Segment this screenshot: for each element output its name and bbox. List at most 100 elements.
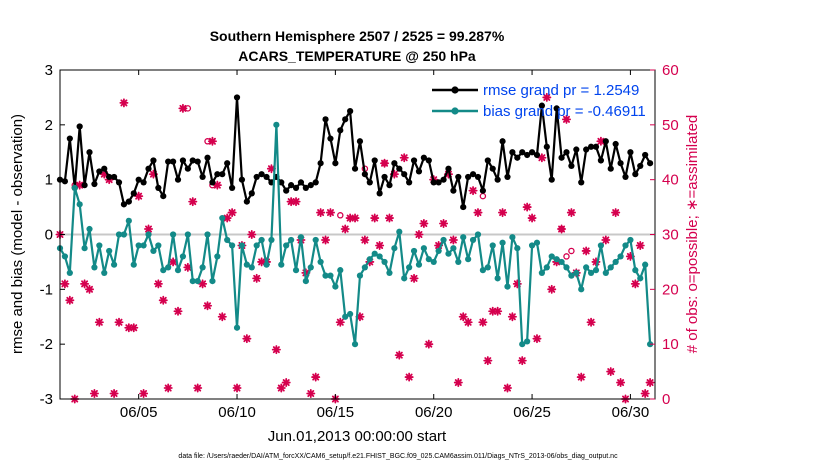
obs-assimilated-marker bbox=[232, 383, 242, 393]
x-tick-label: 06/20 bbox=[415, 404, 453, 421]
obs-assimilated-marker bbox=[252, 273, 262, 283]
bias-point bbox=[583, 264, 590, 271]
rmse-point bbox=[469, 171, 477, 178]
rmse-point bbox=[174, 176, 182, 183]
obs-assimilated-marker bbox=[124, 323, 134, 333]
bias-point bbox=[632, 267, 639, 274]
obs-assimilated-marker bbox=[576, 372, 586, 382]
bias-point bbox=[386, 269, 393, 276]
bias-point bbox=[214, 253, 221, 260]
bias-point bbox=[410, 247, 418, 255]
obs-assimilated-marker bbox=[561, 114, 571, 124]
rmse-point bbox=[524, 151, 531, 159]
obs-assimilated-marker bbox=[276, 383, 286, 393]
rmse-point bbox=[120, 201, 128, 208]
rmse-point bbox=[238, 176, 246, 183]
rmse-point bbox=[76, 123, 83, 130]
obs-assimilated-marker bbox=[114, 317, 124, 327]
obs-assimilated-marker bbox=[453, 378, 463, 388]
rmse-point bbox=[602, 138, 609, 145]
obs-assimilated-marker bbox=[173, 306, 183, 316]
obs-assimilated-marker bbox=[360, 235, 370, 245]
bias-point bbox=[312, 236, 319, 244]
bias-point bbox=[509, 234, 516, 241]
y-right-tick-label: 50 bbox=[662, 117, 679, 134]
rmse-point bbox=[612, 140, 619, 148]
bias-point bbox=[519, 341, 526, 348]
rmse-point bbox=[199, 173, 206, 181]
bias-point bbox=[642, 261, 649, 268]
bias-point bbox=[169, 231, 177, 238]
bias-point bbox=[238, 242, 246, 249]
obs-possible-marker bbox=[337, 212, 344, 219]
rmse-point bbox=[179, 157, 187, 164]
bias-point bbox=[602, 269, 609, 276]
bias-point bbox=[435, 247, 442, 255]
rmse-point bbox=[248, 190, 255, 197]
y-tick-label: -3 bbox=[40, 391, 53, 408]
y-axis-label: rmse and bias (model - observation) bbox=[9, 114, 26, 354]
x-tick-label: 06/25 bbox=[513, 404, 551, 421]
bias-point bbox=[587, 269, 595, 276]
bias-point bbox=[347, 310, 354, 318]
obs-assimilated-marker bbox=[306, 389, 316, 399]
legend: rmse grand pr = 1.2549 bias grand pr = -… bbox=[432, 82, 646, 120]
rmse-point bbox=[430, 179, 437, 186]
rmse-point bbox=[219, 171, 226, 178]
bias-point bbox=[288, 236, 295, 244]
bias-point bbox=[135, 242, 142, 249]
bias-point bbox=[366, 256, 373, 263]
rmse-point bbox=[528, 149, 536, 156]
y-tick-label: 0 bbox=[45, 227, 53, 244]
bias-point bbox=[101, 269, 108, 276]
bias-point bbox=[622, 242, 629, 249]
bias-point bbox=[199, 264, 206, 271]
rmse-point bbox=[135, 176, 142, 183]
rmse-point bbox=[637, 162, 644, 170]
rmse-point bbox=[204, 154, 211, 161]
obs-assimilated-marker bbox=[601, 235, 611, 245]
rmse-point bbox=[66, 135, 73, 142]
rmse-point bbox=[514, 154, 521, 161]
rmse-point bbox=[189, 157, 196, 164]
bias-point bbox=[278, 261, 285, 268]
bias-point bbox=[224, 236, 231, 244]
rmse-point bbox=[96, 168, 103, 175]
rmse-point bbox=[597, 157, 605, 164]
obs-assimilated-marker bbox=[468, 186, 478, 196]
rmse-point bbox=[460, 203, 467, 211]
obs-assimilated-marker bbox=[335, 317, 345, 327]
bias-point bbox=[174, 267, 182, 274]
bias-point bbox=[76, 201, 83, 208]
obs-assimilated-marker bbox=[424, 339, 434, 349]
obs-assimilated-marker bbox=[409, 273, 419, 283]
bias-point bbox=[150, 247, 157, 255]
y-axis-right-label: # of obs: o=possible; ∗=assimilated bbox=[684, 115, 701, 354]
obs-assimilated-marker bbox=[134, 191, 144, 201]
rmse-point bbox=[450, 187, 457, 194]
obs-assimilated-marker bbox=[507, 312, 517, 322]
obs-assimilated-marker bbox=[375, 240, 385, 250]
rmse-point bbox=[568, 162, 575, 170]
rmse-point bbox=[371, 157, 378, 164]
bias-point bbox=[184, 231, 191, 238]
bias-point bbox=[253, 242, 260, 249]
rmse-point bbox=[288, 182, 295, 189]
bias-point bbox=[233, 324, 241, 331]
bias-point bbox=[371, 250, 378, 257]
rmse-point bbox=[184, 165, 191, 172]
obs-assimilated-marker bbox=[640, 389, 650, 399]
bias-point bbox=[396, 228, 403, 235]
obs-assimilated-marker bbox=[596, 136, 606, 146]
obs-assimilated-marker bbox=[635, 240, 645, 250]
bias-point bbox=[81, 245, 88, 252]
rmse-point bbox=[455, 173, 462, 181]
bias-point bbox=[548, 253, 555, 260]
bias-point bbox=[558, 258, 565, 266]
bias-point bbox=[302, 278, 309, 285]
obs-assimilated-marker bbox=[399, 153, 409, 163]
bias-point bbox=[401, 275, 408, 282]
rmse-point bbox=[165, 158, 172, 165]
rmse-point bbox=[558, 154, 565, 161]
bias-point bbox=[71, 184, 78, 191]
